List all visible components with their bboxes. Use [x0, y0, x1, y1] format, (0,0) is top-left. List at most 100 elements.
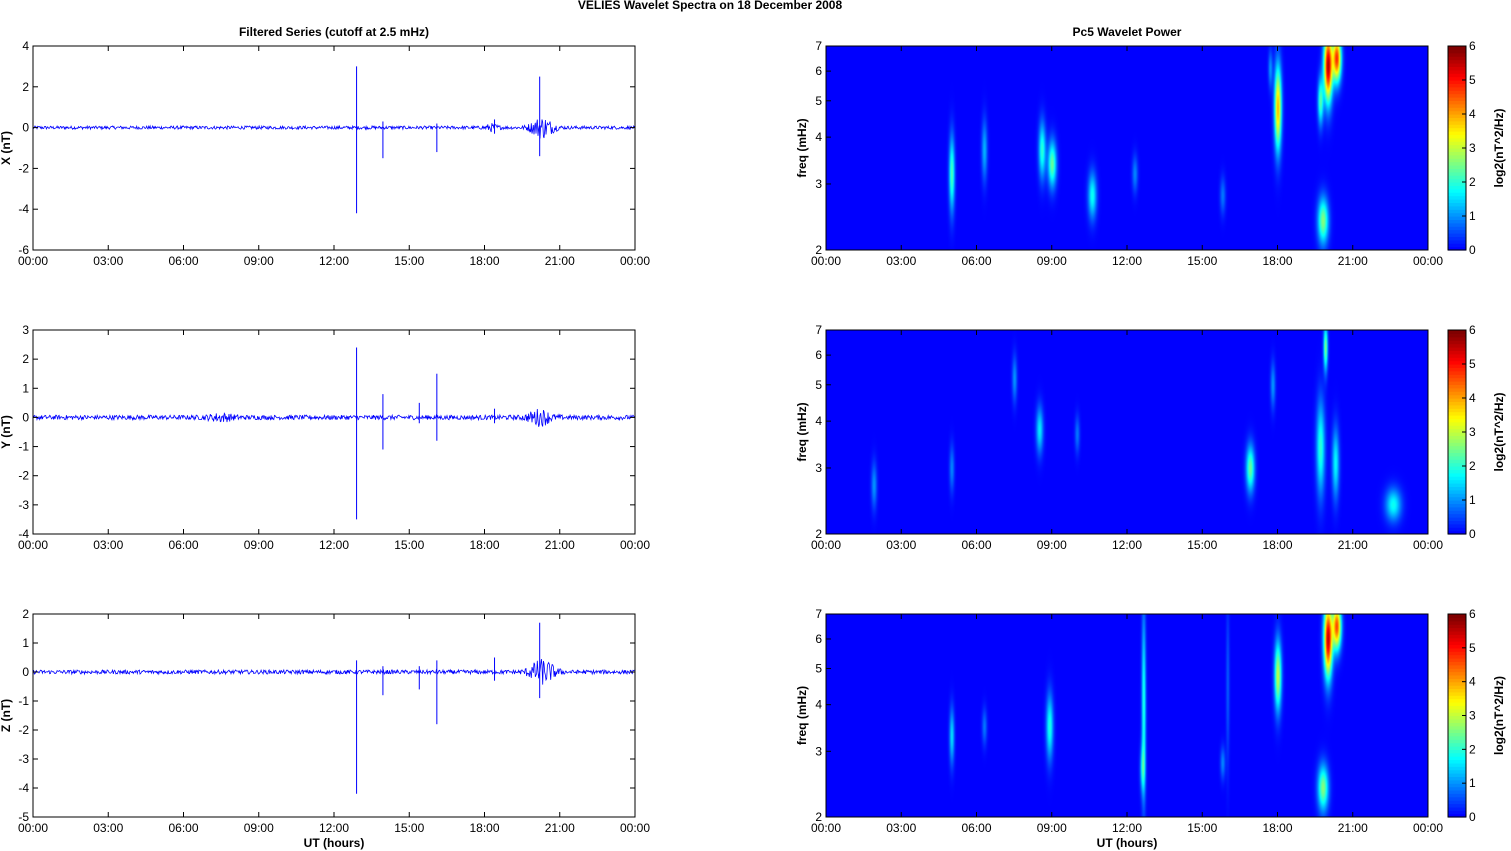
colorbar-cell [1448, 56, 1466, 61]
y-tick-label: 2 [815, 243, 822, 257]
plot-area [33, 46, 635, 250]
colorbar-cell [1448, 52, 1466, 57]
y-tick-label: 0 [22, 121, 29, 135]
colorbar-cell [1448, 46, 1466, 50]
x-tick-label: 06:00 [168, 538, 198, 552]
colorbar-cell [1448, 100, 1466, 105]
colorbar-cell [1448, 651, 1466, 656]
colorbar-tick-label: 1 [1469, 493, 1476, 507]
colorbar-cell [1448, 236, 1466, 241]
colorbar-cell [1448, 647, 1466, 652]
y-tick-label: 4 [815, 414, 822, 428]
colorbar-cell [1448, 185, 1466, 190]
x-tick-label: 15:00 [394, 821, 424, 835]
colorbar-cell [1448, 766, 1466, 771]
x-tick-label: 06:00 [168, 821, 198, 835]
colorbar-cell [1448, 718, 1466, 723]
colorbar-cell [1448, 117, 1466, 122]
x-tick-label: 00:00 [620, 254, 650, 268]
colorbar-cell [1448, 796, 1466, 801]
panel-series-3: -5 -4 -3 -2 -1 0 1 2 Z (nT) 00:00 03:00 06:00 09:00 1… [0, 607, 650, 850]
colorbar-cell [1448, 746, 1466, 750]
colorbar-cell [1448, 411, 1466, 416]
colorbar-cell [1448, 752, 1466, 757]
colorbar-cell [1448, 762, 1466, 767]
colorbar-cell [1448, 806, 1466, 811]
colorbar-cell [1448, 205, 1466, 210]
y-tick-label: 4 [815, 698, 822, 712]
wavelet-power-image [826, 330, 1428, 534]
colorbar-cell [1448, 59, 1466, 64]
y-tick-label: 3 [815, 177, 822, 191]
colorbar-tick-label: 6 [1469, 39, 1476, 53]
y-tick-label: 5 [815, 378, 822, 392]
x-tick-label: 09:00 [1037, 821, 1067, 835]
colorbar-cell [1448, 195, 1466, 200]
colorbar-cell [1448, 725, 1466, 730]
colorbar-cell [1448, 415, 1466, 419]
colorbar-tick-label: 2 [1469, 175, 1476, 189]
colorbar-cell [1448, 131, 1466, 135]
colorbar: 0 1 2 3 4 5 6 log2(nT^2/Hz) [1447, 323, 1506, 541]
colorbar-cell [1448, 476, 1466, 481]
x-tick-label: 06:00 [961, 538, 991, 552]
y-tick-label: -2 [18, 723, 29, 737]
y-axis-label: freq (mHz) [795, 402, 809, 461]
y-tick-label: 7 [815, 39, 822, 53]
colorbar-cell [1448, 199, 1466, 203]
colorbar-cell [1448, 735, 1466, 740]
y-tick-label: -1 [18, 694, 29, 708]
colorbar-cell [1448, 246, 1466, 251]
colorbar-cell [1448, 219, 1466, 224]
colorbar-cell [1448, 226, 1466, 231]
colorbar-cell [1448, 63, 1466, 67]
colorbar-cell [1448, 688, 1466, 693]
colorbar-cell [1448, 523, 1466, 528]
y-tick-label: 3 [22, 323, 29, 337]
x-tick-label: 21:00 [1338, 821, 1368, 835]
colorbar-cell [1448, 350, 1466, 355]
x-tick-label: 18:00 [1262, 538, 1292, 552]
y-tick-label: -2 [18, 469, 29, 483]
colorbar-cell [1448, 644, 1466, 649]
colorbar: 0 1 2 3 4 5 6 log2(nT^2/Hz) [1447, 39, 1506, 257]
colorbar-cell [1448, 749, 1466, 754]
y-tick-label: -6 [18, 243, 29, 257]
colorbar-cell [1448, 685, 1466, 689]
colorbar-cell [1448, 678, 1466, 683]
x-tick-label: 00:00 [811, 254, 841, 268]
y-tick-label: -1 [18, 440, 29, 454]
colorbar-cell [1448, 773, 1466, 777]
colorbar-cell [1448, 793, 1466, 798]
colorbar-cell [1448, 134, 1466, 139]
colorbar-cell [1448, 148, 1466, 152]
colorbar-cell [1448, 93, 1466, 98]
x-tick-label: 06:00 [961, 254, 991, 268]
x-tick-label: 00:00 [1413, 254, 1443, 268]
colorbar-cell [1448, 97, 1466, 101]
y-tick-label: 2 [22, 607, 29, 621]
colorbar-cell [1448, 384, 1466, 389]
colorbar-cell [1448, 216, 1466, 220]
colorbar-tick-label: 6 [1469, 323, 1476, 337]
colorbar-cell [1448, 333, 1466, 338]
x-tick-label: 21:00 [1338, 538, 1368, 552]
colorbar-cell [1448, 698, 1466, 703]
colorbar-cell [1448, 144, 1466, 149]
y-tick-label: 5 [815, 662, 822, 676]
colorbar-tick-label: 5 [1469, 73, 1476, 87]
y-tick-label: 7 [815, 607, 822, 621]
colorbar-cell [1448, 353, 1466, 358]
y-axis-label: freq (mHz) [795, 686, 809, 745]
colorbar-cell [1448, 124, 1466, 129]
colorbar-cell [1448, 813, 1466, 818]
x-tick-label: 21:00 [545, 821, 575, 835]
left-panel-title: Filtered Series (cutoff at 2.5 mHz) [239, 25, 429, 39]
colorbar-cell [1448, 158, 1466, 163]
x-tick-label: 15:00 [1187, 254, 1217, 268]
y-tick-label: 3 [815, 744, 822, 758]
colorbar-cell [1448, 171, 1466, 176]
colorbar-cell [1448, 445, 1466, 450]
colorbar-cell [1448, 472, 1466, 477]
x-tick-label: 09:00 [244, 538, 274, 552]
